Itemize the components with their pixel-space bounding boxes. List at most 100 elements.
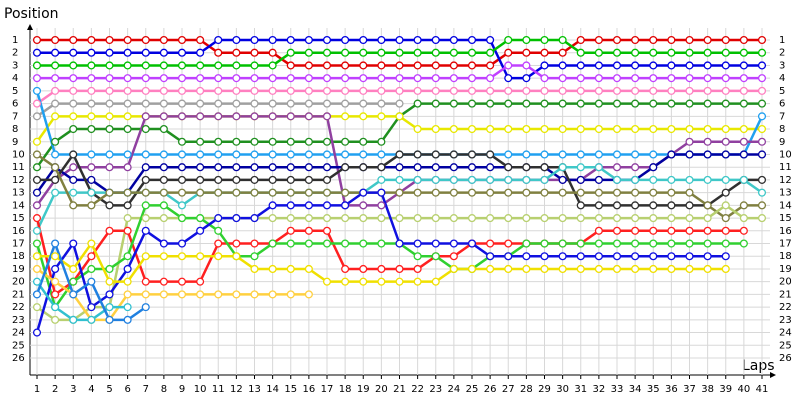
lap-marker [739, 214, 748, 223]
lap-marker [522, 188, 531, 197]
lap-marker [486, 48, 495, 57]
lap-marker [87, 201, 96, 210]
lap-marker [123, 290, 132, 299]
lap-marker [612, 214, 622, 223]
lap-marker [341, 277, 350, 286]
lap-marker [286, 214, 295, 223]
lap-marker [196, 226, 205, 235]
lap-marker [649, 124, 658, 134]
lap-marker [105, 48, 114, 57]
lap-marker [558, 214, 567, 223]
y-tick-label-right: 22 [779, 302, 792, 313]
lap-marker [395, 264, 404, 274]
lap-marker [286, 188, 295, 197]
lap-marker [105, 188, 114, 197]
lap-marker [395, 150, 404, 159]
lap-marker [268, 163, 277, 172]
lap-marker [214, 214, 223, 223]
lap-marker [667, 252, 676, 261]
y-tick-label-right: 24 [779, 328, 792, 339]
lap-marker [159, 35, 168, 45]
lap-marker [322, 99, 332, 108]
lap-marker [721, 86, 730, 95]
lap-marker [250, 150, 259, 159]
lap-marker [685, 86, 694, 95]
lap-marker [685, 264, 694, 274]
lap-marker [395, 74, 404, 83]
lap-marker [467, 214, 477, 223]
x-tick-label: 20 [375, 384, 388, 395]
lap-marker [341, 137, 350, 146]
lap-marker [304, 226, 313, 235]
y-tick-label: 16 [12, 226, 25, 237]
lap-marker [431, 175, 440, 184]
y-tick-label-right: 19 [779, 264, 792, 275]
lap-marker [123, 214, 132, 223]
lap-marker [196, 86, 205, 95]
lap-marker [159, 252, 168, 261]
lap-marker [612, 264, 622, 274]
lap-marker [449, 252, 458, 261]
lap-marker [304, 35, 313, 45]
lap-marker [431, 86, 440, 95]
lap-marker [141, 201, 150, 210]
y-tick-label-right: 17 [779, 239, 792, 250]
lap-marker [286, 112, 295, 121]
y-tick-label-right: 2 [779, 48, 785, 59]
y-tick-label: 15 [12, 213, 25, 224]
lap-marker [540, 99, 549, 108]
lap-marker [159, 112, 168, 121]
lap-marker [703, 175, 712, 184]
lap-marker [631, 99, 640, 108]
lap-marker [141, 226, 150, 235]
lap-marker [268, 86, 277, 95]
lap-marker [449, 86, 458, 95]
lap-marker [359, 74, 368, 83]
lap-marker [123, 74, 132, 83]
lap-marker [522, 214, 531, 223]
driver-line [35, 217, 744, 297]
lap-marker [196, 175, 205, 184]
lap-marker [87, 99, 96, 108]
lap-marker [486, 86, 495, 95]
lap-marker [413, 239, 422, 248]
lap-marker [51, 150, 60, 159]
lap-marker [286, 35, 295, 45]
lap-marker [268, 188, 277, 197]
lap-marker [232, 150, 241, 159]
lap-marker [87, 124, 96, 134]
lap-marker [304, 99, 313, 108]
x-tick-label: 34 [629, 384, 642, 395]
lap-marker [486, 61, 495, 70]
driver-line [36, 267, 309, 322]
lap-marker [196, 277, 205, 286]
lap-marker [141, 252, 150, 261]
y-tick-label-right: 3 [779, 60, 785, 71]
lap-marker [322, 239, 332, 248]
lap-marker [250, 99, 259, 108]
lap-marker [504, 150, 513, 159]
lap-marker [359, 86, 368, 95]
lap-marker [522, 35, 531, 45]
x-tick-label: 14 [266, 384, 279, 395]
lap-marker [286, 201, 295, 210]
lap-marker [159, 61, 168, 70]
lap-marker [341, 264, 350, 274]
lap-marker [87, 264, 96, 274]
lap-marker [558, 48, 567, 57]
y-tick-label: 7 [12, 111, 18, 122]
lap-marker [612, 226, 622, 235]
lap-marker [177, 150, 187, 159]
lap-marker [467, 61, 477, 70]
lap-marker [123, 124, 132, 134]
lap-marker [685, 61, 694, 70]
lap-marker [449, 214, 458, 223]
x-tick-label: 37 [683, 384, 696, 395]
lap-marker [558, 35, 567, 45]
lap-marker [304, 264, 313, 274]
lap-marker [250, 74, 259, 83]
lap-marker [341, 86, 350, 95]
lap-marker [486, 163, 495, 172]
lap-marker [467, 150, 477, 159]
lap-marker [721, 264, 730, 274]
